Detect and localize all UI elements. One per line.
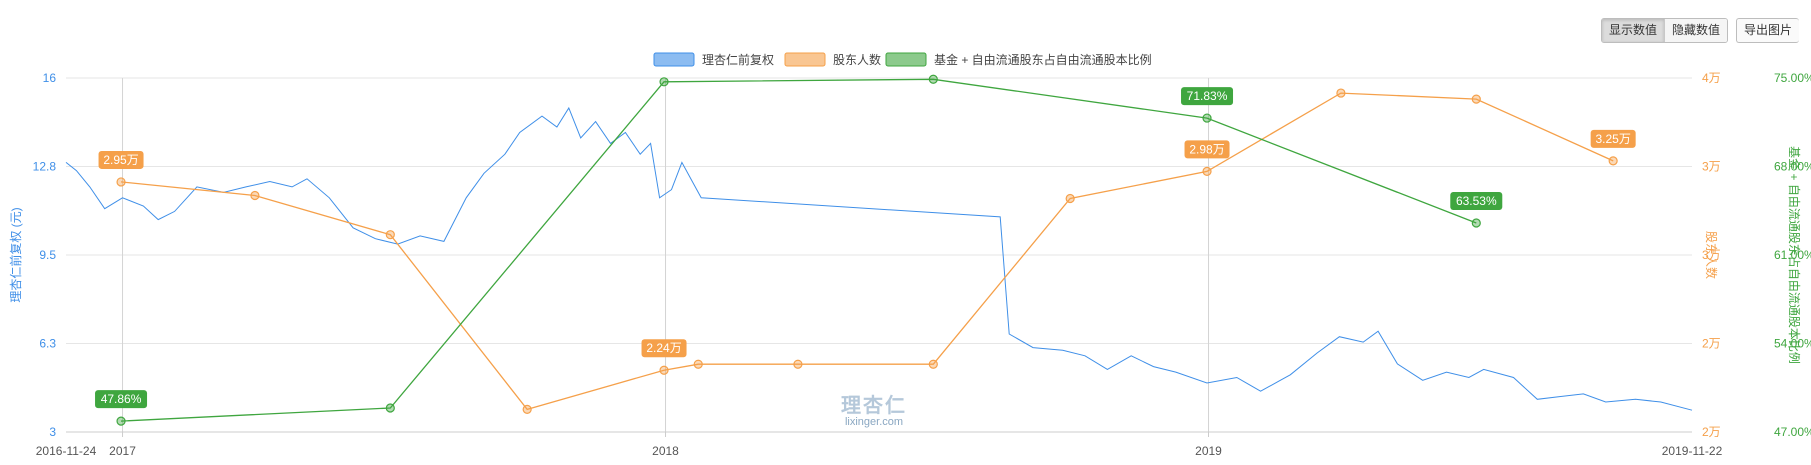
x-tick-label: 2017	[109, 444, 136, 458]
legend-label: 理杏仁前复权	[702, 52, 774, 67]
legend-swatch	[653, 52, 695, 67]
data-label: 2.98万	[1189, 142, 1224, 156]
legend-label: 基金 + 自由流通股东占自由流通股本比例	[934, 52, 1152, 67]
legend-swatch	[784, 52, 826, 67]
data-label: 63.53%	[1456, 194, 1497, 208]
series-layer	[65, 74, 1693, 426]
data-label-box	[1590, 129, 1636, 148]
axes: 3 2万 47.00% 6.3 2万 54.00% 9.5 3万 61.00% 12.8 3万 68.…	[8, 71, 1811, 458]
series-line	[120, 92, 1614, 411]
value-toggle-group: 显示数值 隐藏数值	[1600, 18, 1728, 43]
data-label-box	[641, 339, 687, 358]
series-point	[659, 365, 669, 375]
data-label-box	[1184, 140, 1230, 159]
legend: 理杏仁前复权 股东人数 基金 + 自由流通股东占自由流通股本比例	[653, 52, 1152, 67]
y-right1-tick-label: 4万	[1702, 71, 1721, 85]
data-label: 2.24万	[646, 341, 681, 355]
y-left-tick-label: 3	[49, 425, 56, 439]
grid	[66, 77, 1692, 433]
series-point	[1065, 193, 1075, 204]
series-point	[522, 404, 532, 415]
y-left-axis-title: 理杏仁前复权 (元)	[8, 207, 23, 302]
data-label: 2.95万	[103, 153, 138, 167]
show-values-button[interactable]: 显示数值	[1601, 19, 1665, 42]
series-point	[250, 190, 260, 201]
y-right2-tick-label: 54.00%	[1774, 337, 1811, 351]
y-right2-tick-label: 47.00%	[1774, 425, 1811, 439]
toolbar: 显示数值 隐藏数值 导出图片	[1600, 18, 1799, 43]
hide-values-button[interactable]: 隐藏数值	[1664, 19, 1727, 42]
series-point	[928, 74, 938, 84]
series-point	[1608, 156, 1618, 166]
y-right2-tick-label: 61.00%	[1774, 248, 1811, 262]
data-labels: 2.95万 2.24万 2.98万 3.25万 47.86% 71.83% 63.53%	[95, 87, 1636, 409]
series-line	[65, 106, 1693, 411]
series-point	[385, 403, 395, 413]
series-point	[1471, 218, 1481, 228]
legend-swatch	[885, 52, 927, 67]
y-right2-tick-label: 75.00%	[1774, 71, 1811, 85]
series-point	[928, 359, 938, 369]
y-left-tick-label: 9.5	[39, 248, 56, 262]
watermark-logo: 理杏仁	[841, 393, 907, 417]
data-label-box	[1181, 87, 1234, 106]
x-tick-label: 2019	[1195, 444, 1222, 458]
y-right1-tick-label: 3万	[1702, 160, 1721, 174]
data-label: 3.25万	[1595, 132, 1630, 146]
y-left-tick-label: 16	[43, 71, 57, 85]
x-end-label: 2019-11-22	[1662, 444, 1723, 458]
series-point	[1202, 113, 1212, 123]
data-label-box	[98, 150, 144, 169]
data-label: 47.86%	[101, 392, 142, 406]
data-label-box	[95, 390, 148, 409]
y-left-tick-label: 6.3	[39, 337, 56, 351]
series-point	[385, 230, 395, 240]
data-label-box	[1450, 192, 1503, 211]
series-point	[659, 77, 669, 87]
watermark-url: lixinger.com	[845, 416, 903, 428]
series-point	[116, 416, 126, 426]
series-point	[1336, 88, 1346, 98]
series-point	[793, 359, 803, 369]
y-left-tick-label: 12.8	[33, 160, 57, 174]
y-right1-tick-label: 2万	[1702, 425, 1721, 439]
legend-label: 股东人数	[833, 52, 881, 67]
y-right2-axis-title: 基金 + 自由流通股东占自由流通股本比例	[1787, 146, 1802, 364]
series-point	[693, 359, 703, 369]
watermark: 理杏仁 lixinger.com	[841, 393, 907, 428]
series-point	[1471, 94, 1481, 104]
y-right1-tick-label: 3万	[1702, 248, 1721, 262]
y-right1-axis-title: 股东人数	[1704, 231, 1719, 279]
y-right2-tick-label: 68.00%	[1774, 160, 1811, 174]
series-point	[116, 177, 126, 187]
x-tick-label: 2018	[652, 444, 679, 458]
y-right1-tick-label: 2万	[1702, 337, 1721, 351]
series-point	[1202, 166, 1212, 176]
x-start-label: 2016-11-24	[36, 444, 97, 458]
export-image-button[interactable]: 导出图片	[1735, 18, 1799, 43]
data-label: 71.83%	[1187, 89, 1228, 103]
series-line	[120, 78, 1477, 422]
